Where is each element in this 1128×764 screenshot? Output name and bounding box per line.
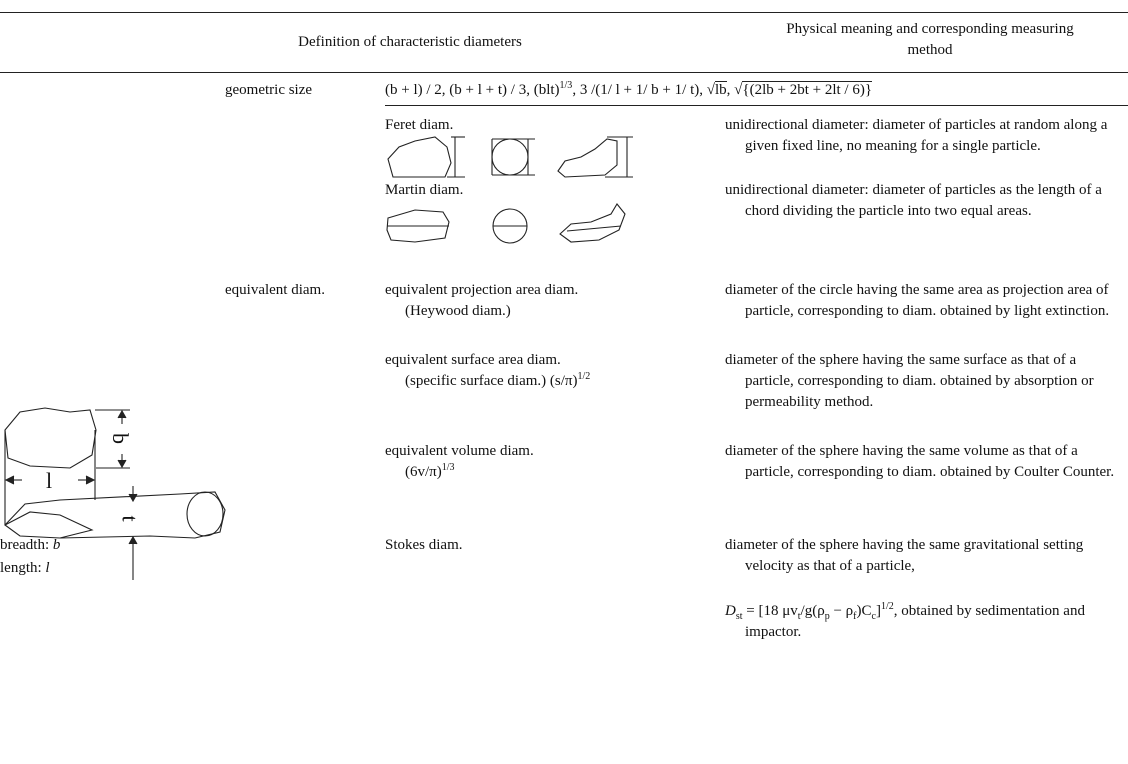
diameter-meaning: diameter of the sphere having the same s… bbox=[725, 352, 1094, 410]
diameter-meaning: diameter of the sphere having the same g… bbox=[725, 537, 1084, 574]
formula-part: = [18 μv bbox=[742, 603, 798, 619]
legend-text: length: bbox=[0, 560, 46, 576]
diameter-alias: (6v/π)1/3 bbox=[405, 462, 455, 483]
formula-rule bbox=[385, 105, 1128, 106]
header-definition: Definition of characteristic diameters bbox=[298, 34, 522, 50]
diameter-alias: (Heywood diam.) bbox=[405, 303, 511, 319]
formula-part: , bbox=[726, 82, 735, 98]
stokes-formula: Dst = [18 μvt/g(ρp − ρf)Cc]1/2, obtained… bbox=[725, 601, 1125, 643]
top-rule bbox=[0, 12, 1128, 13]
diameter-name: equivalent volume diam. bbox=[385, 443, 534, 459]
diameter-meaning: diameter of the circle having the same a… bbox=[725, 282, 1110, 319]
alias-text: (specific surface diam.) (s/π) bbox=[405, 373, 578, 389]
formula-sub: st bbox=[735, 611, 743, 622]
diameter-meaning: unidirectional diameter: diameter of par… bbox=[725, 117, 1108, 154]
category-label: geometric size bbox=[225, 82, 313, 98]
legend-line: breadth: b bbox=[0, 535, 60, 556]
header-rule bbox=[0, 72, 1128, 73]
formula-part: − ρ bbox=[829, 603, 854, 619]
figure-label: t bbox=[117, 515, 143, 522]
formula-exponent: 1/3 bbox=[559, 80, 573, 91]
formula-part: (b + l) / 2, (b + l + t) / 3, (blt) bbox=[385, 82, 560, 98]
header-meaning: Physical meaning and corresponding measu… bbox=[786, 21, 1074, 58]
diameter-name: equivalent projection area diam. bbox=[385, 282, 579, 298]
legend-symbol: l bbox=[45, 560, 50, 576]
diameter-name: Stokes diam. bbox=[385, 537, 463, 553]
formula-part: /g(ρ bbox=[800, 603, 825, 619]
diameter-alias: (specific surface diam.) (s/π)1/2 bbox=[405, 371, 590, 392]
formula-sub: t bbox=[797, 611, 801, 622]
figure-label: b bbox=[108, 433, 133, 444]
formula-part: )C bbox=[856, 603, 872, 619]
diameter-meaning: unidirectional diameter: diameter of par… bbox=[725, 182, 1102, 219]
alias-exponent: 1/3 bbox=[441, 462, 455, 473]
formula-sub: f bbox=[853, 611, 857, 622]
formula-part: , obtained by sedimentation and impactor… bbox=[745, 603, 1085, 640]
geometric-formula: (b + l) / 2, (b + l + t) / 3, (blt)1/3, … bbox=[385, 80, 873, 98]
particle-figure bbox=[4, 407, 226, 580]
formula-exponent: 1/2 bbox=[880, 601, 894, 612]
formula-sub: p bbox=[824, 611, 830, 622]
formula-part: D bbox=[725, 603, 736, 619]
formula-part: lb bbox=[714, 81, 727, 98]
figure-label: l bbox=[46, 468, 53, 493]
diameter-name: Feret diam. bbox=[385, 117, 454, 133]
feret-figure bbox=[387, 136, 633, 178]
diameter-name: Martin diam. bbox=[385, 182, 464, 198]
alias-text: (6v/π) bbox=[405, 464, 442, 480]
legend-text: breadth: bbox=[0, 537, 53, 553]
martin-figure bbox=[386, 203, 626, 244]
formula-part: {(2lb + 2bt + 2lt / 6)} bbox=[742, 81, 873, 98]
diameter-meaning: diameter of the sphere having the same v… bbox=[725, 443, 1115, 480]
legend-line: length: l bbox=[0, 558, 50, 579]
diameter-name: equivalent surface area diam. bbox=[385, 352, 561, 368]
alias-exponent: 1/2 bbox=[577, 371, 591, 382]
category-label: equivalent diam. bbox=[225, 282, 325, 298]
legend-symbol: b bbox=[52, 537, 61, 553]
formula-part: ] bbox=[875, 603, 881, 619]
formula-sub: c bbox=[871, 611, 876, 622]
formula-part: , 3 /(1/ l + 1/ b + 1/ t), bbox=[572, 82, 707, 98]
